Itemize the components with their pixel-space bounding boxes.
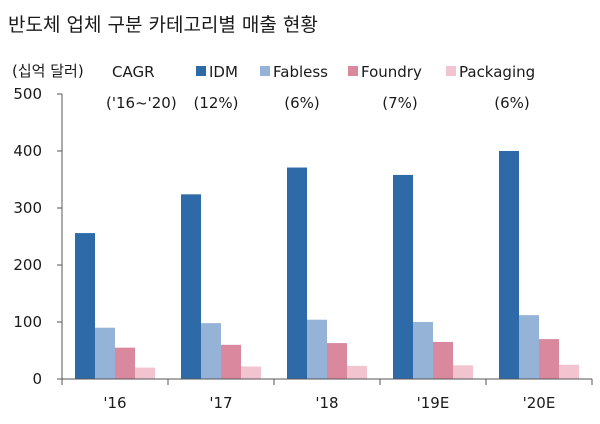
bar-fabless-4 — [519, 315, 539, 379]
bar-idm-4 — [499, 151, 519, 379]
bar-foundry-4 — [539, 339, 559, 379]
legend-swatch-foundry — [348, 66, 358, 76]
legend-label-foundry: Foundry — [361, 63, 422, 81]
x-axis: '16 '17 '18 '19E '20E — [61, 378, 593, 412]
bar-packaging-2 — [347, 365, 367, 379]
y-tick-label: 0 — [32, 370, 42, 388]
bar-packaging-0 — [135, 367, 155, 379]
bar-fabless-3 — [413, 322, 433, 379]
bar-idm-2 — [287, 167, 307, 379]
bar-fabless-2 — [307, 319, 327, 379]
bar-idm-0 — [75, 233, 95, 379]
cagr-period: ('16~'20) — [106, 94, 177, 112]
legend-label-idm: IDM — [209, 63, 238, 81]
x-tick-label: '19E — [417, 394, 450, 412]
chart-title: 반도체 업체 구분 카테고리별 매출 현황 — [8, 14, 318, 36]
y-tick-label: 100 — [13, 313, 42, 331]
y-tick-label: 300 — [13, 199, 42, 217]
y-tick-label: 500 — [13, 85, 42, 103]
bar-foundry-2 — [327, 343, 347, 379]
legend-swatch-idm — [196, 66, 206, 76]
legend: IDM Fabless Foundry Packaging — [196, 63, 535, 81]
bar-foundry-3 — [433, 341, 453, 379]
bar-packaging-4 — [559, 364, 579, 379]
x-tick-label: '20E — [523, 394, 556, 412]
x-tick-label: '18 — [315, 394, 338, 412]
cagr-value-packaging: (6%) — [494, 94, 530, 112]
y-axis: 0 100 200 300 400 500 — [13, 85, 63, 388]
bar-foundry-0 — [115, 347, 135, 379]
cagr-value-foundry: (7%) — [382, 94, 418, 112]
cagr-annotations: CAGR ('16~'20) (12%) (6%) (7%) (6%) — [106, 63, 530, 112]
legend-swatch-packaging — [446, 66, 456, 76]
y-tick-label: 400 — [13, 142, 42, 160]
cagr-label: CAGR — [112, 63, 155, 81]
x-tick-label: '16 — [103, 394, 126, 412]
cagr-value-idm: (12%) — [193, 94, 238, 112]
legend-swatch-fabless — [260, 66, 270, 76]
legend-label-fabless: Fabless — [273, 63, 328, 81]
bar-packaging-1 — [241, 366, 261, 379]
bars — [75, 151, 579, 379]
bar-packaging-3 — [453, 365, 473, 379]
cagr-value-fabless: (6%) — [284, 94, 320, 112]
bar-fabless-1 — [201, 323, 221, 379]
bar-foundry-1 — [221, 344, 241, 379]
legend-label-packaging: Packaging — [459, 63, 535, 81]
bar-fabless-0 — [95, 327, 115, 379]
y-tick-label: 200 — [13, 256, 42, 274]
x-tick-label: '17 — [209, 394, 232, 412]
bar-idm-3 — [393, 174, 413, 379]
y-axis-unit-label: (십억 달러) — [12, 62, 84, 80]
bar-idm-1 — [181, 194, 201, 379]
